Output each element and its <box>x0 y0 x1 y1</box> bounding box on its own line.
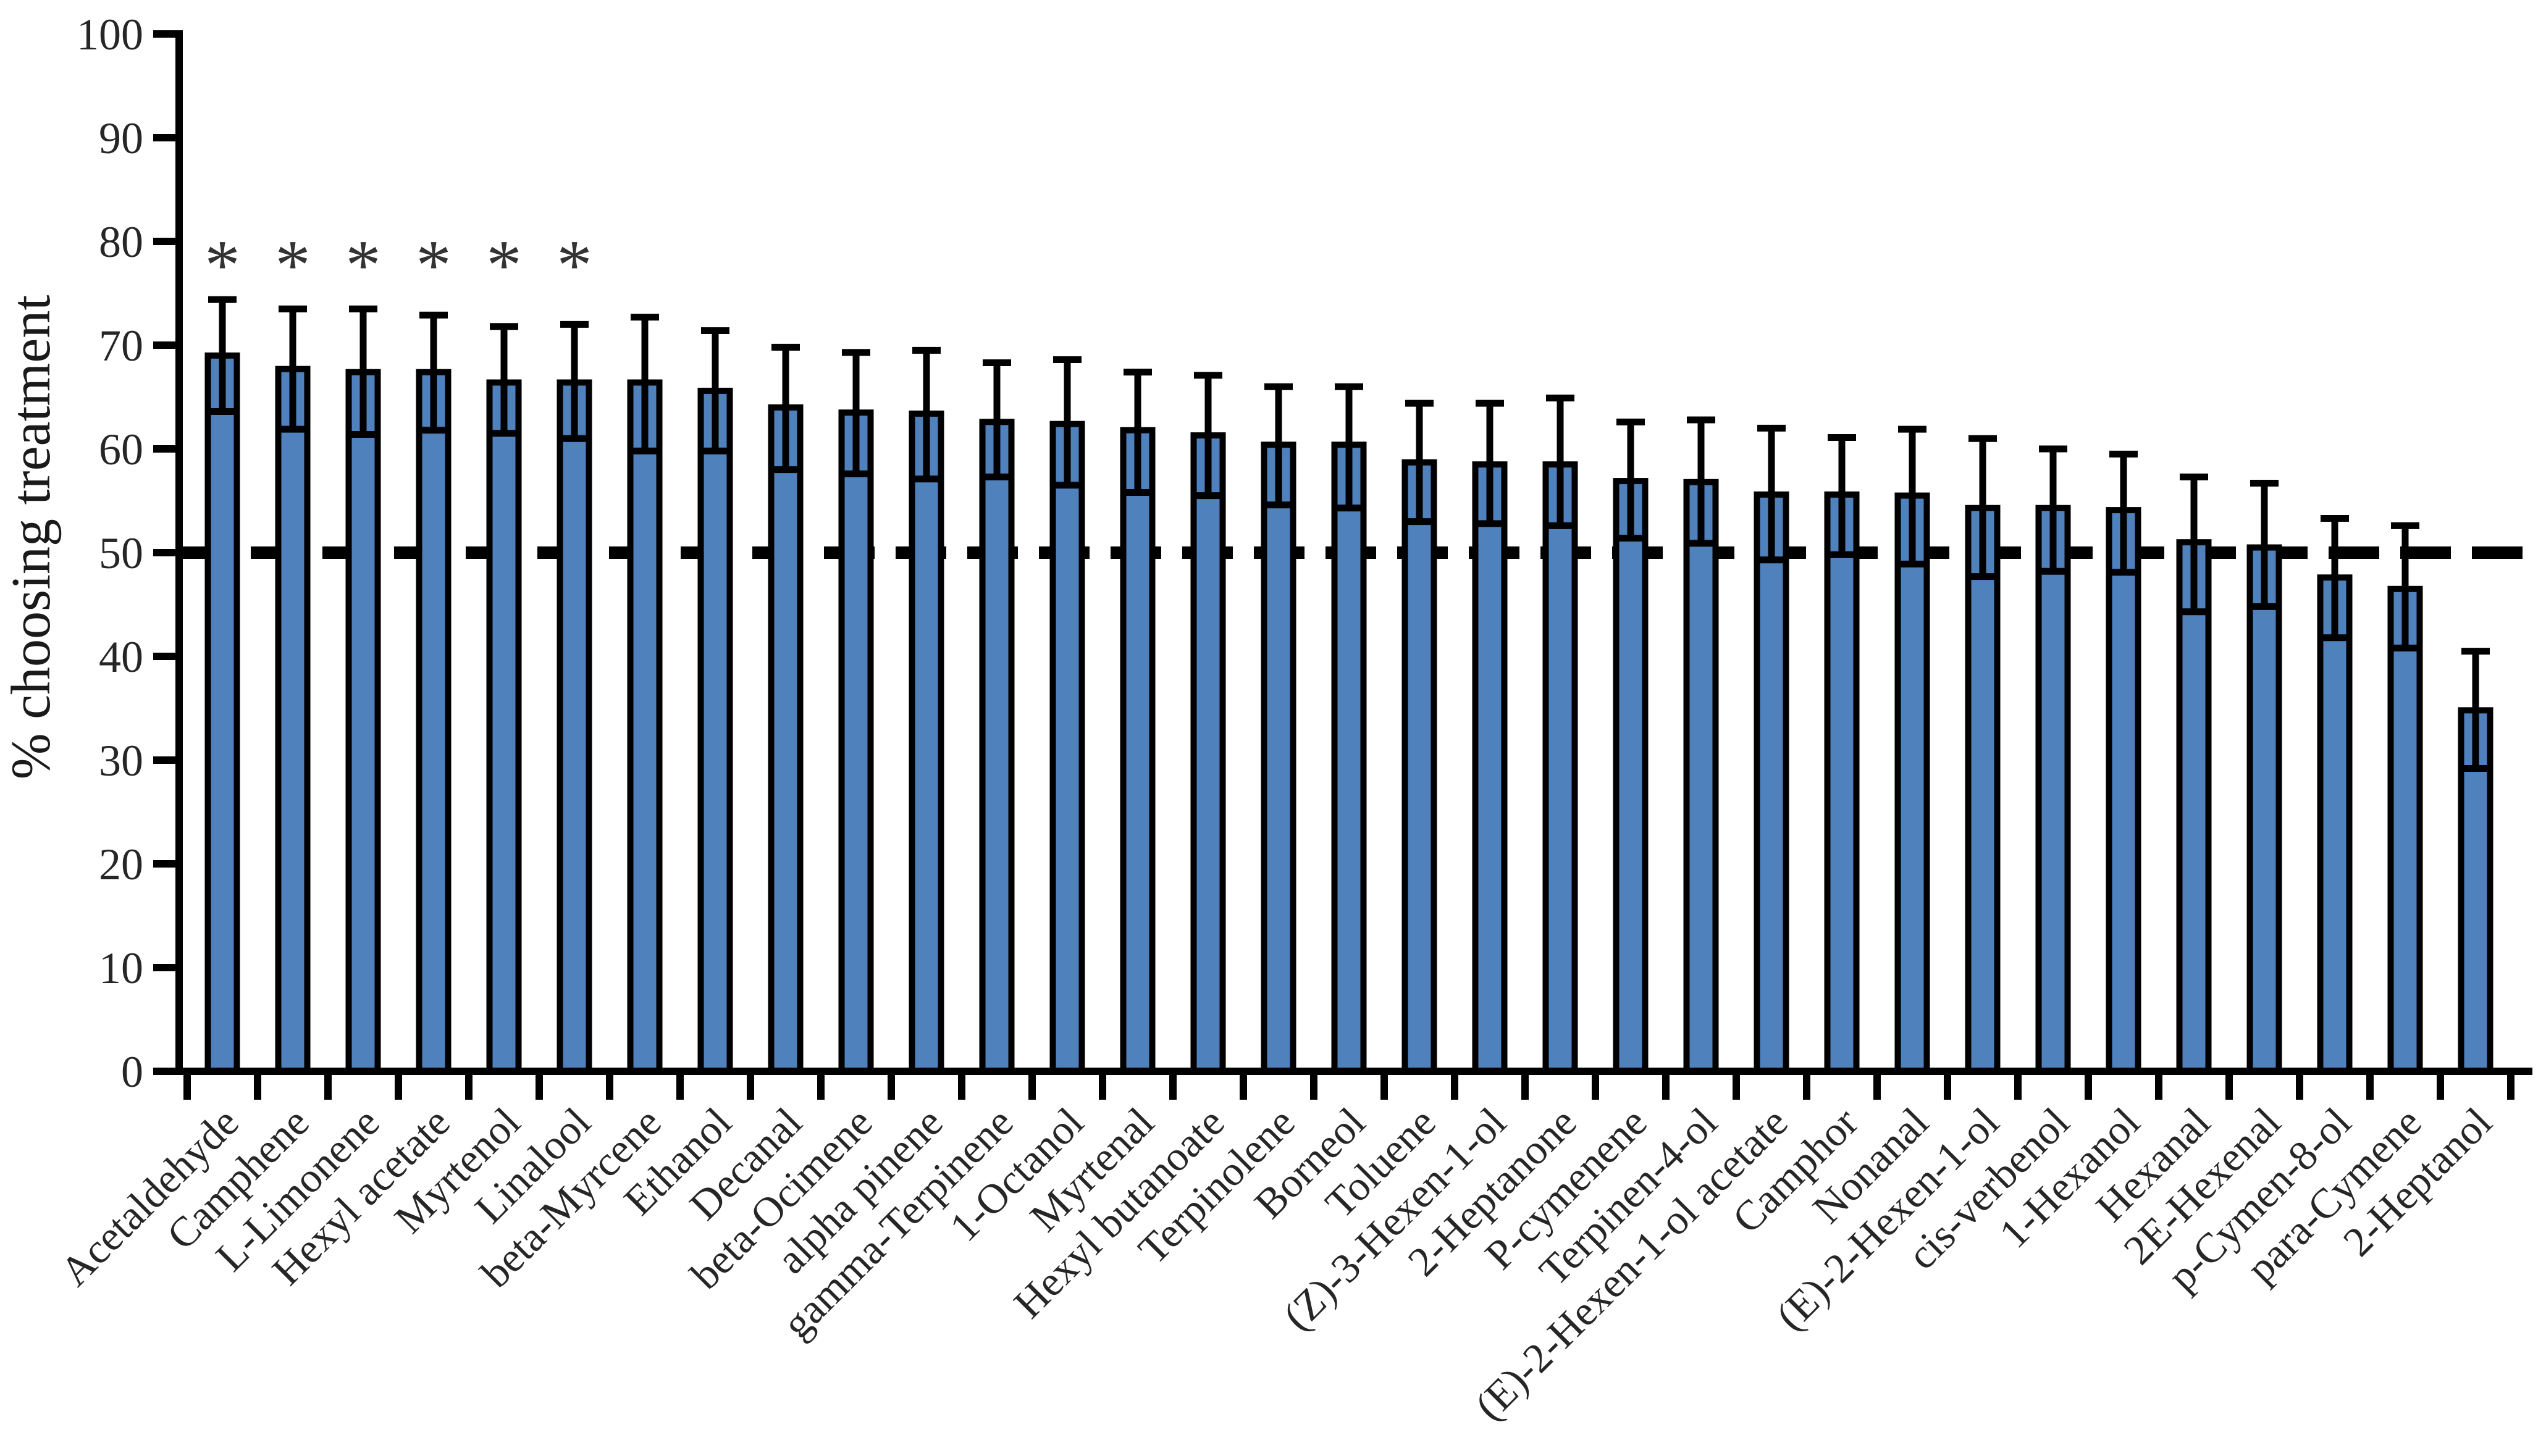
bar <box>1824 491 1860 1074</box>
bar <box>2176 539 2212 1074</box>
bar <box>768 404 804 1074</box>
bar <box>1894 492 1930 1074</box>
bar <box>838 409 874 1075</box>
bar <box>1120 427 1156 1074</box>
significance-asterisk: * <box>345 226 381 304</box>
y-axis-title: % choosing treatment <box>1 295 62 780</box>
bar <box>204 352 240 1074</box>
bar <box>1965 504 2001 1074</box>
bar <box>1190 432 1226 1074</box>
bar <box>1261 441 1296 1074</box>
bar <box>1049 420 1085 1074</box>
bar <box>2035 504 2071 1074</box>
bar <box>345 369 381 1074</box>
bar <box>627 379 663 1074</box>
y-tick-label: 0 <box>121 1047 143 1097</box>
bar <box>979 419 1015 1075</box>
bar <box>1542 461 1578 1074</box>
bar <box>1401 459 1437 1074</box>
y-tick-label: 10 <box>99 943 143 993</box>
bar <box>1472 461 1508 1074</box>
bar <box>486 379 522 1074</box>
bar <box>1331 441 1367 1074</box>
bar <box>909 410 944 1074</box>
bar <box>557 379 592 1074</box>
bar <box>697 387 733 1074</box>
bar <box>1613 478 1649 1074</box>
significance-asterisk: * <box>204 226 240 304</box>
bar <box>2106 507 2141 1074</box>
significance-asterisk: * <box>557 226 592 304</box>
y-tick-label: 50 <box>99 529 143 578</box>
bar <box>416 369 452 1074</box>
bar <box>1754 491 1789 1074</box>
bar <box>2246 544 2282 1074</box>
y-tick-label: 70 <box>99 321 143 370</box>
y-tick-label: 100 <box>77 10 143 59</box>
y-tick-label: 60 <box>99 425 143 474</box>
y-tick-label: 40 <box>99 632 143 682</box>
y-tick-label: 30 <box>99 736 143 785</box>
y-tick-label: 90 <box>99 114 143 163</box>
bar <box>2317 574 2353 1074</box>
bar <box>275 366 311 1074</box>
bar <box>2387 585 2423 1074</box>
significance-asterisk: * <box>416 226 452 304</box>
bar <box>1683 479 1719 1074</box>
y-tick-label: 80 <box>99 217 143 267</box>
significance-asterisk: * <box>275 226 311 304</box>
significance-asterisk: * <box>486 226 522 304</box>
y-tick-label: 20 <box>99 840 143 889</box>
